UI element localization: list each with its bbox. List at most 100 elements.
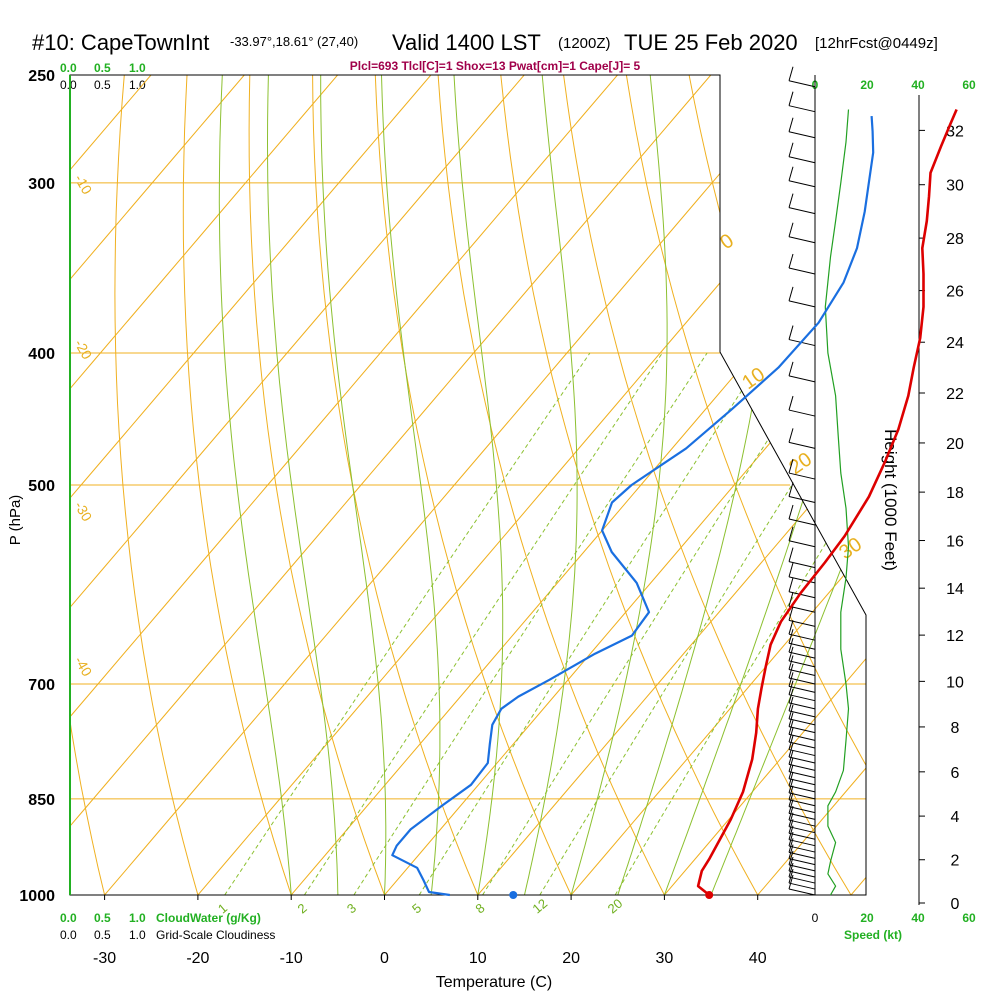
wind-barb-flag-47 <box>788 361 794 377</box>
station-coords: -33.97°,18.61° (27,40) <box>230 34 358 49</box>
wind-barb-11 <box>788 819 816 827</box>
cloud-scale-green-2: 1.0 <box>129 61 146 75</box>
wind-barb-23 <box>788 733 816 741</box>
cloud-scale-green-1: 0.5 <box>94 61 111 75</box>
wind-barb-24 <box>788 726 816 734</box>
wind-barb-20 <box>788 756 816 764</box>
isotherm--60 <box>70 75 525 895</box>
p-tick-label-400: 400 <box>28 346 55 363</box>
moist-adiabat--5 <box>266 75 339 895</box>
speed-bottom-60: 60 <box>962 911 976 925</box>
wind-barb-flag-35 <box>788 620 794 635</box>
x-tick-label-0: 0 <box>380 950 389 967</box>
x-tick-label-30: 30 <box>656 950 674 967</box>
wind-barb-flag-48 <box>788 325 794 340</box>
wind-barb-38 <box>788 591 816 599</box>
mixing-ratio-12 <box>539 352 866 895</box>
wind-panel <box>788 66 850 896</box>
wind-barb-37 <box>788 605 816 613</box>
x-tick-label--20: -20 <box>186 950 209 967</box>
wind-barb-flag-46 <box>788 395 794 411</box>
wind-barb-flag-33 <box>788 637 794 653</box>
height-tick-label-32: 32 <box>946 123 964 140</box>
wind-barb-35 <box>788 633 816 641</box>
dewpoint-line <box>391 116 875 897</box>
wind-barb-26 <box>788 710 816 718</box>
speed-bottom-20: 20 <box>860 911 874 925</box>
forecast-run: [12hrFcst@0449z] <box>815 35 938 52</box>
height-axis-title: Height (1000 Feet) <box>881 429 900 571</box>
wind-barb-43 <box>788 495 816 503</box>
dry-adiabat-0 <box>248 75 385 895</box>
wind-barb-flag-8 <box>788 825 794 840</box>
dry-adiabat--10 <box>182 75 292 895</box>
cloud-scale-green-b0: 0.0 <box>60 911 77 925</box>
wind-barb-flag-28 <box>788 680 794 695</box>
wind-barb-flag-12 <box>788 799 794 814</box>
wind-barb-32 <box>788 660 816 668</box>
wind-barb-flag-10 <box>788 812 794 827</box>
wind-barb-0 <box>788 888 816 896</box>
wind-barb-flag-34 <box>788 629 794 644</box>
cloud-scale-black-1: 0.5 <box>94 78 111 92</box>
height-tick-label-28: 28 <box>946 231 964 248</box>
wind-barb-flag-32 <box>788 646 794 662</box>
mixing-ratio-label-2: 2 <box>295 900 310 916</box>
cloud-scale-top: 0.0 0.5 1.0 0.0 0.5 1.0 <box>60 61 146 92</box>
wind-barb-34 <box>788 642 816 650</box>
wind-barb-47 <box>788 375 816 383</box>
wind-barb-flag-45 <box>788 428 794 443</box>
wind-barb-12 <box>788 812 816 820</box>
x-tick-label-20: 20 <box>562 950 580 967</box>
wind-barb-flag-51 <box>788 222 794 237</box>
zulu-time: (1200Z) <box>558 35 611 52</box>
mixing-ratio-2 <box>303 352 663 895</box>
wind-barb-28 <box>788 694 816 702</box>
height-tick-label-6: 6 <box>951 765 960 782</box>
moist-adiabat-0 <box>320 75 387 895</box>
x-tick-label-40: 40 <box>749 950 767 967</box>
speed-top-40: 40 <box>911 78 925 92</box>
wind-barb-flag-40 <box>788 547 794 562</box>
height-tick-label-10: 10 <box>946 674 964 691</box>
mixing-ratio-label-12: 12 <box>529 896 550 917</box>
wind-barb-42 <box>788 518 816 526</box>
wind-barb-flag-26 <box>788 696 794 712</box>
x-tick-label--30: -30 <box>93 950 116 967</box>
wind-barb-flag-53 <box>788 166 794 181</box>
wind-barb-19 <box>788 763 816 771</box>
y-axis-title: P (hPa) <box>7 495 24 546</box>
wind-barb-flag-11 <box>788 805 794 821</box>
x-axis-title: Temperature (C) <box>436 974 552 991</box>
cloud-scale-black-2: 1.0 <box>129 78 146 92</box>
wind-barb-10 <box>788 826 816 834</box>
station-title: #10: CapeTownInt <box>32 30 209 55</box>
cloud-scale-black-b0: 0.0 <box>60 928 77 942</box>
moist-adiabat-35 <box>710 75 866 895</box>
speed-bottom-0: 0 <box>812 911 819 925</box>
wind-barb-flag-9 <box>788 819 794 834</box>
dry-adiabat-label-4: -10 <box>71 172 95 198</box>
wind-barb-6 <box>788 851 816 859</box>
wind-barb-flag-27 <box>788 688 794 703</box>
wind-barb-flag-31 <box>788 655 794 670</box>
wind-barb-44 <box>788 472 816 480</box>
height-tick-label-30: 30 <box>946 178 964 195</box>
moist-adiabat-20 <box>570 75 668 895</box>
wind-barb-41 <box>788 540 816 548</box>
wind-barb-flag-29 <box>788 672 794 687</box>
background-lines <box>70 75 866 895</box>
wind-speed-line <box>824 109 850 896</box>
height-tick-label-22: 22 <box>946 386 964 403</box>
cloud-scale-black-b2: 1.0 <box>129 928 146 942</box>
wind-barb-14 <box>788 799 816 807</box>
isotherm-30 <box>664 75 866 895</box>
speed-scale: 0 20 40 60 0 20 40 60 Speed (kt) <box>812 78 976 942</box>
wind-barb-45 <box>788 441 816 449</box>
wind-barb-flag-43 <box>788 482 794 497</box>
height-tick-label-20: 20 <box>946 436 964 453</box>
wind-barb-13 <box>788 806 816 814</box>
mixing-ratio-label-8: 8 <box>472 900 487 916</box>
plot-frame <box>69 74 867 896</box>
